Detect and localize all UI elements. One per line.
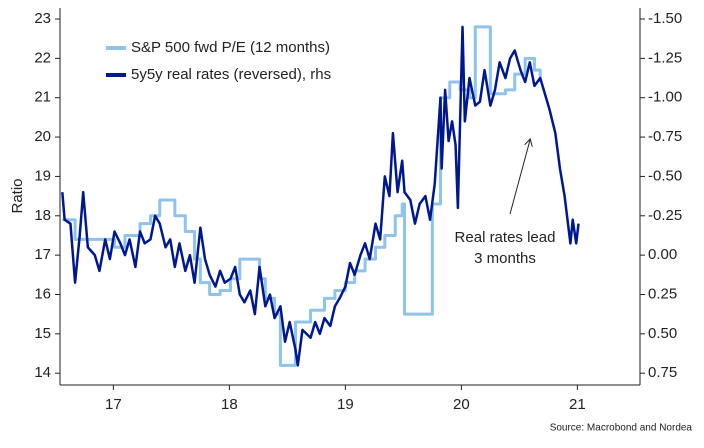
y-axis-label: Ratio (9, 178, 26, 213)
y2-tick-label: 0.50 (648, 325, 677, 342)
annotation: 3 months (474, 250, 536, 267)
y-tick-label: 20 (34, 128, 51, 145)
x-tick-label: 17 (105, 396, 122, 413)
y2-tick-label: 0.25 (648, 285, 677, 302)
x-tick-label: 19 (337, 396, 354, 413)
y-tick-label: 21 (34, 89, 51, 106)
y2-tick-label: -1.50 (648, 10, 682, 27)
series-line (62, 25, 542, 367)
legend-label: S&P 500 fwd P/E (12 months) (131, 39, 330, 56)
y-tick-label: 15 (34, 325, 51, 342)
annotation-arrow (509, 140, 530, 215)
y2-tick-label: -0.25 (648, 207, 682, 224)
y2-tick-label: -0.50 (648, 167, 682, 184)
source: Source: Macrobond and Nordea (550, 423, 693, 434)
y-tick-label: 23 (34, 10, 51, 27)
y2-tick-label: -0.75 (648, 128, 682, 145)
y-tick-label: 17 (34, 246, 51, 263)
legend-label: 5y5y real rates (reversed), rhs (131, 66, 331, 83)
y2-tick-label: 0.00 (648, 246, 677, 263)
x-tick-label: 20 (453, 396, 470, 413)
y2-tick-label: -1.25 (648, 49, 682, 66)
y2-tick-label: 0.75 (648, 364, 677, 381)
x-tick-label: 21 (569, 396, 586, 413)
y-tick-label: 18 (34, 207, 51, 224)
annotation: Real rates lead (455, 229, 556, 246)
y-tick-label: 19 (34, 167, 51, 184)
y-tick-label: 22 (34, 49, 51, 66)
x-tick-label: 18 (221, 396, 238, 413)
y-tick-label: 14 (34, 364, 51, 381)
y-tick-label: 16 (34, 285, 51, 302)
series-line (61, 25, 580, 367)
y2-tick-label: -1.00 (648, 89, 682, 106)
